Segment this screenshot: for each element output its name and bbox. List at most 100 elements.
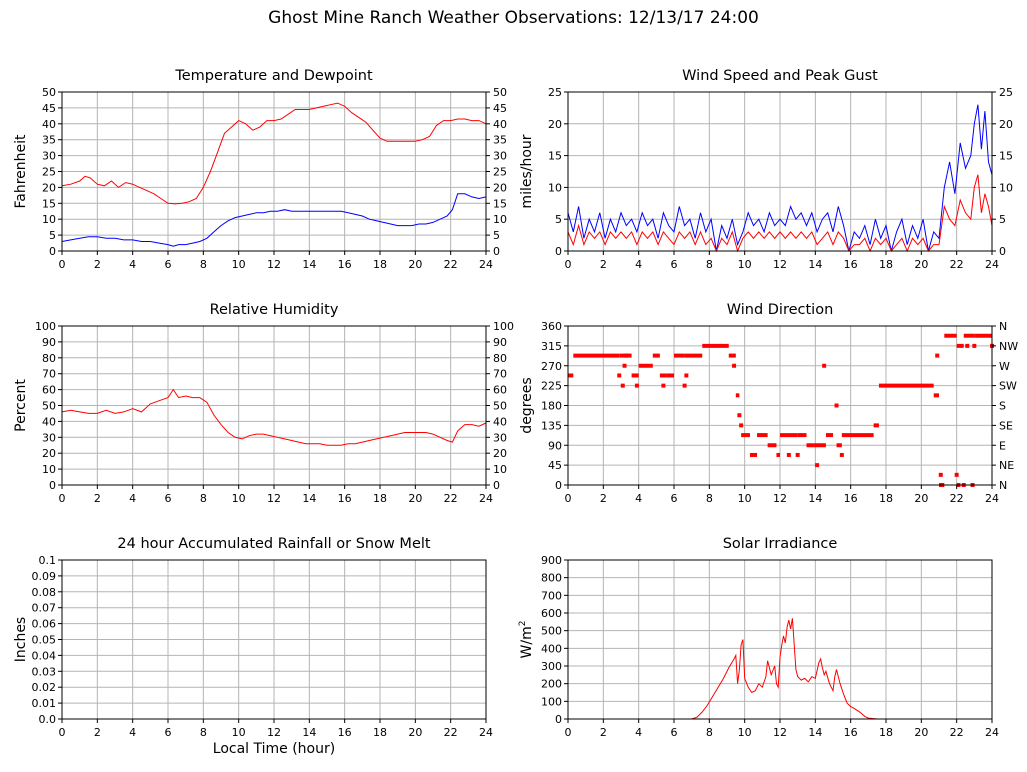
y-tick-label: 0.1 (39, 554, 57, 567)
x-tick-label: 2 (94, 258, 101, 271)
x-tick-label: 20 (914, 726, 928, 739)
y-tick-label-right: 40 (493, 118, 507, 131)
y-tick-label-right: 5 (999, 213, 1006, 226)
y-tick-label: 270 (541, 360, 562, 373)
x-tick-label: 18 (373, 726, 387, 739)
y-tick-label: 0 (49, 479, 56, 492)
x-tick-label: 2 (600, 492, 607, 505)
direction-point (822, 363, 827, 368)
x-tick-label: 14 (302, 258, 316, 271)
y-tick-label-right: 60 (493, 384, 507, 397)
direction-point (938, 472, 943, 477)
x-tick-label: 10 (738, 258, 752, 271)
x-tick-label: 10 (232, 258, 246, 271)
y-tick-label-right: 15 (493, 197, 507, 210)
y-tick-label-right: 80 (493, 352, 507, 365)
compass-label: N (999, 320, 1007, 333)
x-tick-label: 12 (773, 258, 787, 271)
series-line-1 (61, 193, 487, 247)
direction-point (972, 343, 977, 348)
x-tick-label: 16 (844, 258, 858, 271)
y-tick-label-right: 30 (493, 150, 507, 163)
y-tick-label-right: 30 (493, 431, 507, 444)
y-tick-label-right: 15 (999, 150, 1013, 163)
x-tick-label: 24 (479, 492, 493, 505)
y-axis-label: W/m2 (518, 621, 535, 659)
y-tick-label: 0 (555, 713, 562, 726)
compass-label: S (999, 400, 1006, 413)
y-tick-label: 0.04 (32, 649, 57, 662)
x-tick-label: 0 (59, 258, 66, 271)
y-tick-label: 5 (555, 213, 562, 226)
y-tick-label-right: 25 (999, 86, 1013, 99)
compass-label: NE (999, 459, 1014, 472)
y-tick-label: 10 (42, 213, 56, 226)
y-tick-label-right: 50 (493, 86, 507, 99)
y-tick-label: 20 (42, 447, 56, 460)
y-tick-label: 50 (42, 86, 56, 99)
y-tick-label: 90 (42, 336, 56, 349)
y-axis-label: Inches (13, 617, 29, 662)
x-tick-label: 12 (267, 492, 281, 505)
chart-title: Relative Humidity (210, 302, 339, 318)
y-tick-label: 25 (42, 166, 56, 179)
x-tick-label: 2 (94, 492, 101, 505)
y-tick-label-right: 45 (493, 102, 507, 115)
x-tick-label: 16 (844, 492, 858, 505)
x-tick-label: 16 (844, 726, 858, 739)
y-tick-label: 360 (541, 320, 562, 333)
y-tick-label: 20 (42, 181, 56, 194)
x-tick-label: 10 (232, 726, 246, 739)
y-tick-label-right: 0 (999, 245, 1006, 258)
y-tick-label: 700 (541, 589, 562, 602)
x-tick-label: 10 (738, 726, 752, 739)
compass-label: N (999, 479, 1007, 492)
compass-label: W (999, 360, 1010, 373)
y-tick-label-right: 10 (999, 181, 1013, 194)
x-tick-label: 6 (671, 726, 678, 739)
direction-point (834, 403, 839, 408)
compass-label: E (999, 439, 1006, 452)
x-tick-label: 0 (59, 492, 66, 505)
x-tick-label: 4 (635, 492, 642, 505)
x-tick-label: 4 (635, 258, 642, 271)
y-tick-label: 500 (541, 625, 562, 638)
x-tick-label: 10 (232, 492, 246, 505)
x-tick-label: 8 (200, 726, 207, 739)
x-tick-label: 2 (600, 258, 607, 271)
y-tick-label: 15 (548, 150, 562, 163)
y-axis-label-superscript: 2 (518, 621, 528, 627)
y-tick-label: 15 (42, 197, 56, 210)
x-tick-label: 20 (408, 258, 422, 271)
direction-point (786, 452, 791, 457)
x-tick-label: 6 (165, 726, 172, 739)
compass-label: SE (999, 419, 1013, 432)
x-tick-label: 6 (671, 258, 678, 271)
x-tick-label: 12 (267, 726, 281, 739)
x-tick-label: 6 (165, 258, 172, 271)
y-tick-label: 315 (541, 340, 562, 353)
direction-point (795, 452, 800, 457)
y-tick-label-right: 90 (493, 336, 507, 349)
x-tick-label: 20 (408, 492, 422, 505)
y-tick-label: 0.07 (32, 602, 57, 615)
y-tick-label: 50 (42, 400, 56, 413)
y-tick-label: 180 (541, 400, 562, 413)
x-tick-label: 4 (129, 492, 136, 505)
x-tick-label: 14 (808, 258, 822, 271)
x-tick-label: 18 (879, 726, 893, 739)
x-tick-label: 22 (950, 726, 964, 739)
x-tick-label: 6 (165, 492, 172, 505)
y-axis-label: Fahrenheit (13, 134, 29, 209)
x-tick-label: 14 (808, 492, 822, 505)
direction-point (732, 363, 737, 368)
x-tick-label: 8 (200, 258, 207, 271)
y-tick-label-right: 0 (493, 479, 500, 492)
series-line-0 (567, 104, 993, 252)
chart-title: Wind Speed and Peak Gust (682, 68, 878, 84)
x-axis-label: Local Time (hour) (213, 741, 335, 757)
direction-point (624, 353, 629, 358)
